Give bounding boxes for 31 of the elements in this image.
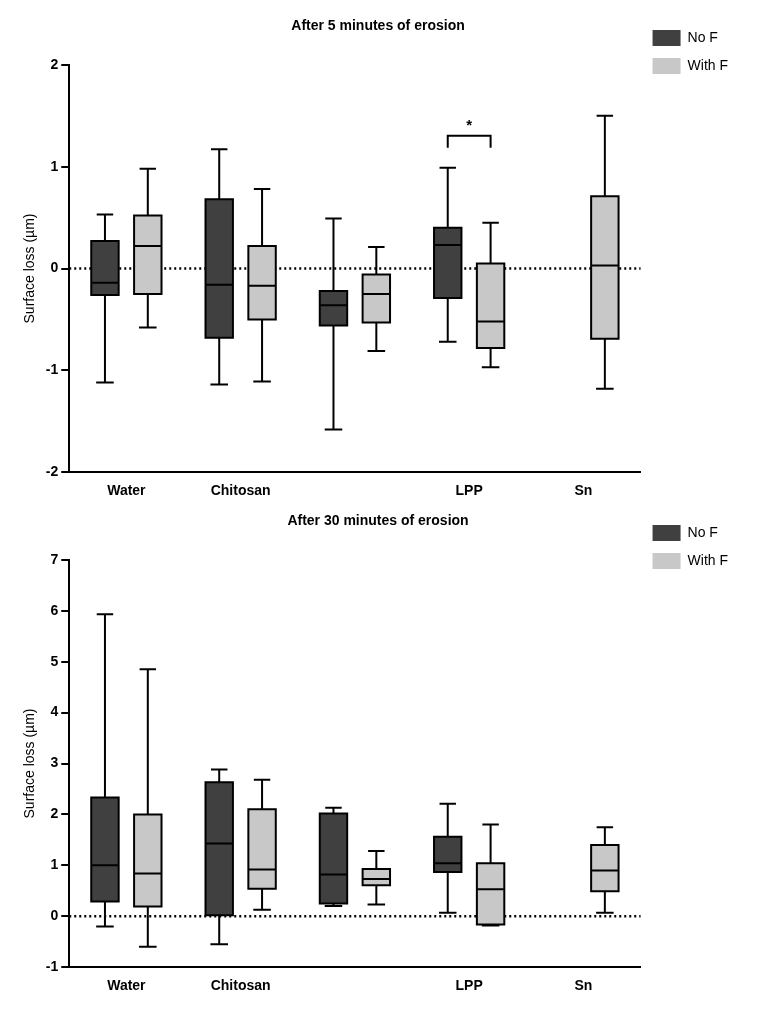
y-tick-label: -2 (45, 463, 59, 480)
legend-label: No F (687, 28, 718, 45)
y-tick-label: 3 (50, 754, 59, 771)
y-tick-label: 5 (50, 652, 59, 669)
y-axis-title: Surface loss (µm) (21, 708, 38, 819)
legend-label: With F (687, 551, 729, 568)
x-tick-label: Chitosan (210, 977, 271, 994)
y-tick-label: 1 (50, 157, 59, 174)
x-tick-label: Water (107, 482, 147, 499)
chart-title: After 5 minutes of erosion (291, 17, 465, 34)
y-tick-label: 0 (50, 907, 59, 924)
x-tick-label: Sn (574, 482, 593, 499)
y-tick-label: 7 (50, 550, 59, 567)
x-tick-label: LPP (455, 977, 483, 994)
y-tick-label: 2 (50, 55, 59, 72)
x-tick-label: Chitosan (210, 482, 271, 499)
x-tick-label: LPP (455, 482, 483, 499)
y-tick-label: 1 (50, 856, 59, 873)
annotation: * (466, 115, 473, 133)
y-tick-label: 2 (50, 805, 59, 822)
y-tick-label: 6 (50, 601, 59, 618)
chart-title: After 30 minutes of erosion (287, 512, 469, 529)
x-tick-label: Sn (574, 977, 593, 994)
x-tick-label: Water (107, 977, 147, 994)
y-axis-title: Surface loss (µm) (21, 213, 38, 324)
legend-label: With F (687, 56, 729, 73)
legend-label: No F (687, 523, 718, 540)
y-tick-label: -1 (45, 361, 59, 378)
y-tick-label: 0 (50, 259, 59, 276)
y-tick-label: 4 (50, 703, 59, 720)
y-tick-label: -1 (45, 958, 59, 975)
